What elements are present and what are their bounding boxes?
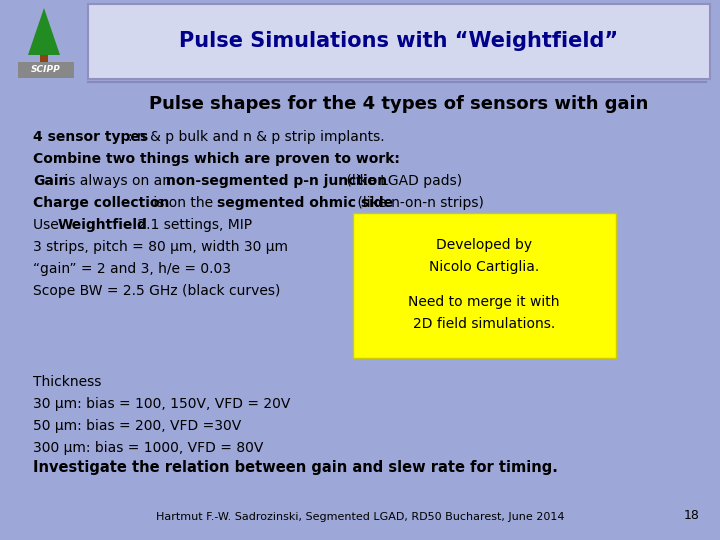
- Text: 18: 18: [684, 509, 700, 522]
- Text: 4 sensor types: 4 sensor types: [33, 130, 148, 144]
- Bar: [40, 55, 48, 67]
- Text: 2D field simulations.: 2D field simulations.: [413, 317, 555, 331]
- Bar: [18, 62, 74, 78]
- Text: “gain” = 2 and 3, h/e = 0.03: “gain” = 2 and 3, h/e = 0.03: [33, 262, 231, 276]
- Text: Nicolo Cartiglia.: Nicolo Cartiglia.: [429, 260, 539, 274]
- Text: Developed by: Developed by: [436, 238, 532, 252]
- Text: SCIPP: SCIPP: [31, 65, 61, 75]
- Text: Hartmut F.-W. Sadrozinski, Segmented LGAD, RD50 Bucharest, June 2014: Hartmut F.-W. Sadrozinski, Segmented LGA…: [156, 512, 564, 522]
- Text: is on the: is on the: [148, 196, 217, 210]
- Text: (like LGAD pads): (like LGAD pads): [343, 174, 462, 188]
- Text: 3 strips, pitch = 80 μm, width 30 μm: 3 strips, pitch = 80 μm, width 30 μm: [33, 240, 288, 254]
- Text: Need to merge it with: Need to merge it with: [408, 295, 559, 309]
- Bar: [353, 213, 616, 358]
- Text: Pulse Simulations with “Weightfield”: Pulse Simulations with “Weightfield”: [179, 31, 618, 51]
- Text: Investigate the relation between gain and slew rate for timing.: Investigate the relation between gain an…: [33, 460, 558, 475]
- Text: non-segmented p-n junction: non-segmented p-n junction: [166, 174, 387, 188]
- Text: Charge collection: Charge collection: [33, 196, 169, 210]
- Polygon shape: [28, 8, 60, 55]
- Text: Thickness: Thickness: [33, 375, 102, 389]
- Text: Scope BW = 2.5 GHz (black curves): Scope BW = 2.5 GHz (black curves): [33, 284, 280, 298]
- Text: segmented ohmic side: segmented ohmic side: [217, 196, 393, 210]
- Text: 50 μm: bias = 200, VFD =30V: 50 μm: bias = 200, VFD =30V: [33, 419, 241, 433]
- Text: Combine two things which are proven to work:: Combine two things which are proven to w…: [33, 152, 400, 166]
- Text: 30 μm: bias = 100, 150V, VFD = 20V: 30 μm: bias = 100, 150V, VFD = 20V: [33, 397, 290, 411]
- Text: is always on an: is always on an: [60, 174, 176, 188]
- Text: (like n-on-n strips): (like n-on-n strips): [353, 196, 484, 210]
- Text: Weightfield: Weightfield: [58, 218, 148, 232]
- Text: Use: Use: [33, 218, 63, 232]
- Bar: [88, 4, 710, 79]
- Text: Pulse shapes for the 4 types of sensors with gain: Pulse shapes for the 4 types of sensors …: [149, 95, 649, 113]
- Text: : n & p bulk and n & p strip implants.: : n & p bulk and n & p strip implants.: [128, 130, 384, 144]
- Text: 2.1 settings, MIP: 2.1 settings, MIP: [132, 218, 252, 232]
- Text: 300 μm: bias = 1000, VFD = 80V: 300 μm: bias = 1000, VFD = 80V: [33, 441, 264, 455]
- Text: Gain: Gain: [33, 174, 68, 188]
